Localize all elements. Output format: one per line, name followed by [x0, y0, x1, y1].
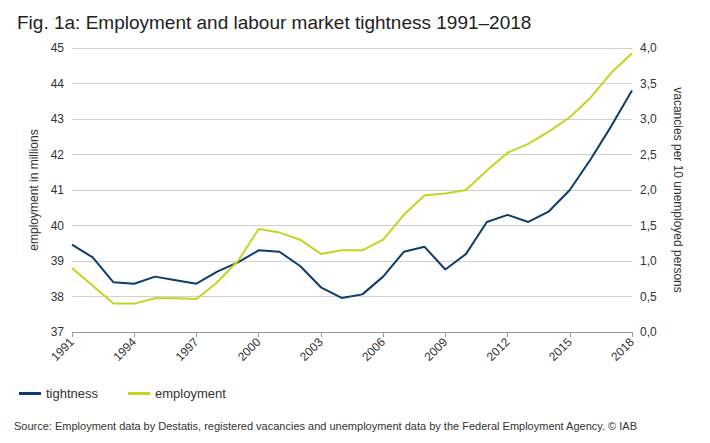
svg-text:vacancies per 10 unemployed pe: vacancies per 10 unemployed persons: [671, 87, 685, 292]
svg-text:39: 39: [51, 254, 65, 268]
svg-text:2006: 2006: [359, 335, 388, 364]
svg-text:2000: 2000: [235, 335, 264, 364]
svg-text:2012: 2012: [484, 335, 513, 364]
svg-text:43: 43: [51, 112, 65, 126]
svg-text:42: 42: [51, 148, 65, 162]
svg-text:2015: 2015: [546, 335, 575, 364]
svg-text:1,5: 1,5: [640, 219, 657, 233]
svg-text:1994: 1994: [110, 335, 139, 364]
svg-text:1991: 1991: [48, 335, 77, 364]
svg-text:1,0: 1,0: [640, 254, 657, 268]
svg-text:Source: Employment data by Des: Source: Employment data by Destatis, reg…: [14, 420, 637, 432]
svg-text:employment: employment: [155, 386, 226, 401]
svg-text:2,0: 2,0: [640, 183, 657, 197]
svg-text:2009: 2009: [422, 335, 451, 364]
svg-text:employment in millions: employment in millions: [27, 129, 41, 250]
svg-text:3,5: 3,5: [640, 77, 657, 91]
svg-text:45: 45: [51, 41, 65, 55]
svg-text:38: 38: [51, 290, 65, 304]
svg-text:41: 41: [51, 183, 65, 197]
svg-text:Fig. 1a: Employment and labour: Fig. 1a: Employment and labour market ti…: [17, 12, 531, 33]
svg-text:tightness: tightness: [46, 386, 99, 401]
svg-text:40: 40: [51, 219, 65, 233]
svg-text:2003: 2003: [297, 335, 326, 364]
svg-text:4,0: 4,0: [640, 41, 657, 55]
svg-text:0,0: 0,0: [640, 325, 657, 339]
svg-text:2,5: 2,5: [640, 148, 657, 162]
svg-text:2018: 2018: [608, 335, 637, 364]
svg-text:3,0: 3,0: [640, 112, 657, 126]
svg-text:1997: 1997: [173, 335, 202, 364]
svg-text:0,5: 0,5: [640, 290, 657, 304]
svg-text:44: 44: [51, 77, 65, 91]
svg-text:37: 37: [51, 325, 65, 339]
